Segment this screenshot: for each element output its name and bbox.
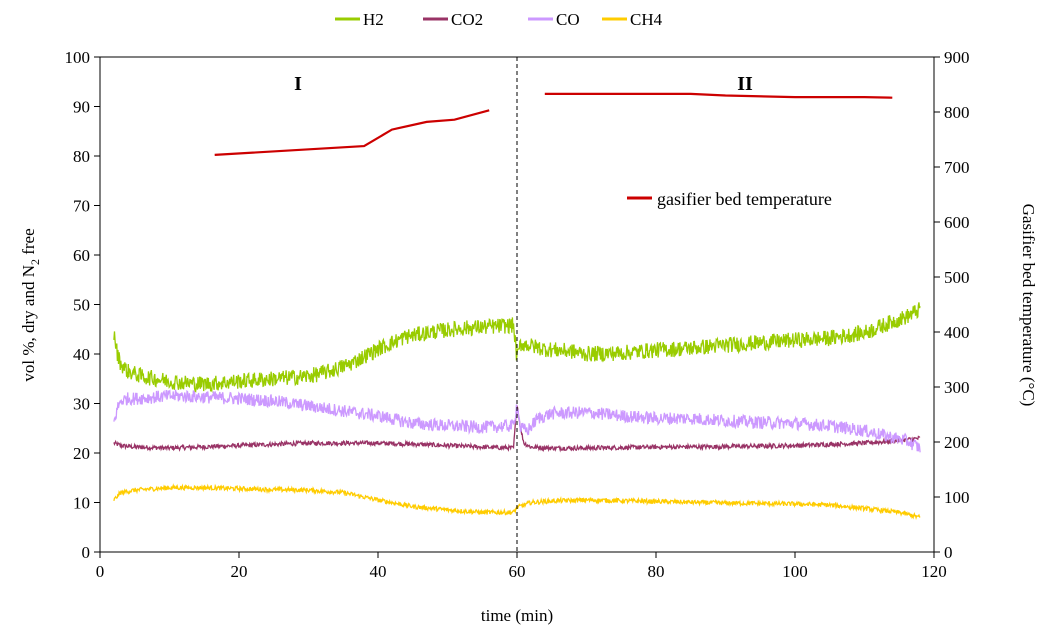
right-tick-label: 600 <box>944 213 970 232</box>
right-tick-label: 500 <box>944 268 970 287</box>
legend-label-h2: H2 <box>363 10 384 29</box>
left-tick-label: 40 <box>73 345 90 364</box>
x-tick-label: 100 <box>782 562 808 581</box>
left-axis-ticks: 0 10 20 30 40 50 60 70 80 90 100 <box>65 48 100 562</box>
left-tick-label: 20 <box>73 444 90 463</box>
left-tick-label: 90 <box>73 98 90 117</box>
x-tick-label: 40 <box>370 562 387 581</box>
temperature-line-segment-2 <box>544 92 893 99</box>
period-label-II: II <box>737 73 753 95</box>
left-tick-label: 60 <box>73 246 90 265</box>
left-tick-label: 100 <box>65 48 91 67</box>
left-tick-label: 70 <box>73 197 90 216</box>
x-axis-title: time (min) <box>481 606 553 625</box>
left-tick-label: 0 <box>82 543 91 562</box>
x-tick-label: 60 <box>509 562 526 581</box>
left-tick-label: 10 <box>73 494 90 513</box>
temperature-line-segment-1 <box>214 109 490 156</box>
period-label-I: I <box>294 73 302 95</box>
left-tick-label: 50 <box>73 296 90 315</box>
x-tick-label: 80 <box>648 562 665 581</box>
legend-label-co2: CO2 <box>451 10 483 29</box>
right-tick-label: 0 <box>944 543 953 562</box>
left-axis-title-main: vol %, dry and N <box>19 265 38 382</box>
right-axis-title: Gasifier bed temperature (°C) <box>1019 204 1038 407</box>
left-axis-title-suffix: free <box>19 228 38 259</box>
legend-label-co: CO <box>556 10 580 29</box>
top-legend: H2 CO2 CO CH4 <box>335 10 663 29</box>
right-tick-label: 400 <box>944 323 970 342</box>
right-tick-label: 300 <box>944 378 970 397</box>
legend-label-temperature: gasifier bed temperature <box>657 189 832 209</box>
right-tick-label: 200 <box>944 433 970 452</box>
x-tick-label: 0 <box>96 562 105 581</box>
x-tick-label: 120 <box>921 562 947 581</box>
right-tick-label: 100 <box>944 488 970 507</box>
left-axis-title-subscript: 2 <box>28 259 42 265</box>
legend-label-ch4: CH4 <box>630 10 663 29</box>
left-axis-title: vol %, dry and N2 free <box>19 228 42 381</box>
right-tick-label: 900 <box>944 48 970 67</box>
right-tick-label: 700 <box>944 158 970 177</box>
right-tick-label: 800 <box>944 103 970 122</box>
left-tick-label: 30 <box>73 395 90 414</box>
x-axis-ticks: 0 20 40 60 80 100 120 <box>96 552 947 581</box>
right-axis-ticks: 0 100 200 300 400 500 600 700 800 900 <box>934 48 970 562</box>
x-tick-label: 20 <box>231 562 248 581</box>
left-tick-label: 80 <box>73 147 90 166</box>
